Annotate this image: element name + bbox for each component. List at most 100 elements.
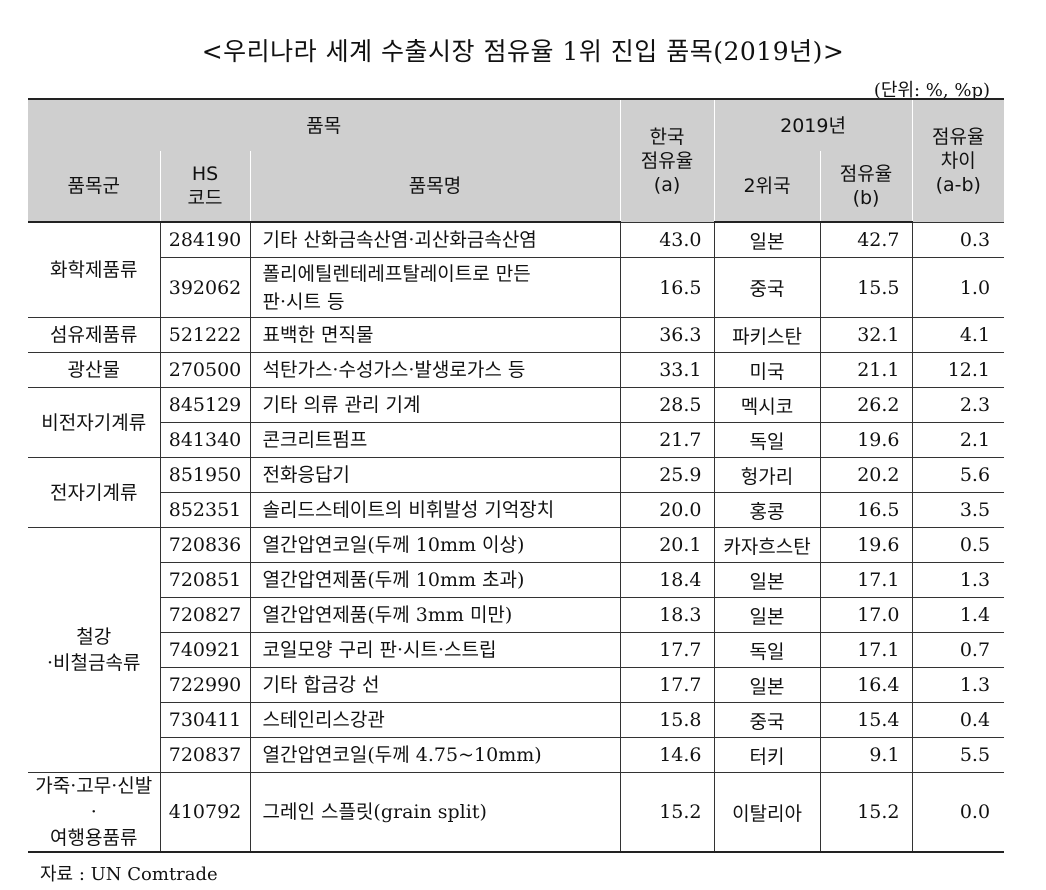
second-country-cell: 카자흐스탄 [714,527,821,563]
header-item: 품목 [28,98,621,151]
hs-code-cell: 740921 [160,632,251,668]
second-share-cell: 19.6 [820,527,913,563]
group-cell: 가죽·고무·신발· 여행용품류 [28,772,161,853]
hs-code-cell: 720836 [160,527,251,563]
group-cell: 광산물 [28,352,161,388]
hs-code-cell: 392062 [160,257,251,318]
share-diff-cell: 1.0 [912,257,1005,318]
item-name-cell: 그레인 스플릿(grain split) [250,772,621,853]
table-row: 720851 열간압연제품(두께 10mm 초과) 18.4 일본 17.1 1… [28,562,1005,598]
item-name-cell: 전화응답기 [250,457,621,493]
korea-share-cell: 20.1 [620,527,715,563]
item-name-cell: 표백한 면직물 [250,317,621,353]
share-diff-cell: 5.5 [912,737,1005,773]
second-country-cell: 파키스탄 [714,317,821,353]
item-name-cell: 기타 의류 관리 기계 [250,387,621,423]
group-cell: 전자기계류 [28,457,161,528]
second-country-cell: 터키 [714,737,821,773]
item-name-cell: 솔리드스테이트의 비휘발성 기억장치 [250,492,621,528]
share-diff-cell: 0.7 [912,632,1005,668]
hs-code-cell: 845129 [160,387,251,423]
table-row: 730411 스테인리스강관 15.8 중국 15.4 0.4 [28,702,1005,738]
second-country-cell: 멕시코 [714,387,821,423]
korea-share-cell: 33.1 [620,352,715,388]
share-diff-cell: 1.3 [912,667,1005,703]
second-share-cell: 17.0 [820,597,913,633]
second-country-cell: 일본 [714,597,821,633]
second-share-cell: 15.2 [820,772,913,853]
second-share-cell: 32.1 [820,317,913,353]
item-name-cell: 열간압연코일(두께 4.75~10mm) [250,737,621,773]
korea-share-cell: 15.8 [620,702,715,738]
second-country-cell: 이탈리아 [714,772,821,853]
item-name-cell: 석탄가스·수성가스·발생로가스 등 [250,352,621,388]
group-cell: 비전자기계류 [28,387,161,458]
header-second-country: 2위국 [713,151,821,223]
header-group: 품목군 [28,151,160,223]
hs-code-cell: 851950 [160,457,251,493]
table-row: 철강 ·비철금속류 720836 열간압연코일(두께 10mm 이상) 20.1 … [28,527,1005,773]
second-country-cell: 독일 [714,422,821,458]
korea-share-cell: 14.6 [620,737,715,773]
hs-code-cell: 521222 [160,317,251,353]
second-share-cell: 15.5 [820,257,913,318]
share-diff-cell: 0.5 [912,527,1005,563]
item-name-cell: 열간압연제품(두께 3mm 미만) [250,597,621,633]
item-name-cell: 콘크리트펌프 [250,422,621,458]
second-country-cell: 홍콩 [714,492,821,528]
group-cell: 철강 ·비철금속류 [28,527,161,773]
second-country-cell: 헝가리 [714,457,821,493]
korea-share-cell: 28.5 [620,387,715,423]
second-share-cell: 20.2 [820,457,913,493]
second-share-cell: 17.1 [820,632,913,668]
share-diff-cell: 3.5 [912,492,1005,528]
table-row: 720837 열간압연코일(두께 4.75~10mm) 14.6 터키 9.1 … [28,737,1005,773]
korea-share-cell: 25.9 [620,457,715,493]
unit-note: (단위: %, %p) [873,80,990,101]
korea-share-cell: 18.4 [620,562,715,598]
header-item-name: 품목명 [249,151,621,223]
table-row: 광산물 270500 석탄가스·수성가스·발생로가스 등 33.1 미국 21.… [28,352,1005,388]
second-country-cell: 중국 [714,257,821,318]
share-diff-cell: 0.4 [912,702,1005,738]
korea-share-cell: 17.7 [620,667,715,703]
second-share-cell: 21.1 [820,352,913,388]
header-hs-code: HS 코드 [159,151,250,223]
source-note: 자료 : UN Comtrade [40,864,218,885]
share-diff-cell: 0.3 [912,221,1005,258]
item-name-cell: 코일모양 구리 판·시트·스트립 [250,632,621,668]
hs-code-cell: 720837 [160,737,251,773]
second-share-cell: 16.5 [820,492,913,528]
hs-code-cell: 720851 [160,562,251,598]
korea-share-cell: 36.3 [620,317,715,353]
item-name-cell: 폴리에틸렌테레프탈레이트로 만든 판·시트 등 [250,257,621,318]
header-year: 2019년 [713,98,913,151]
item-name-cell: 스테인리스강관 [250,702,621,738]
item-name-cell: 기타 산화금속산염·괴산화금속산염 [250,221,621,258]
second-country-cell: 일본 [714,221,821,258]
item-name-cell: 열간압연제품(두께 10mm 초과) [250,562,621,598]
item-name-cell: 기타 합금강 선 [250,667,621,703]
table-title: <우리나라 세계 수출시장 점유율 1위 진입 품목(2019년)> [201,37,845,66]
korea-share-cell: 18.3 [620,597,715,633]
item-name-cell: 열간압연코일(두께 10mm 이상) [250,527,621,563]
korea-share-cell: 16.5 [620,257,715,318]
korea-share-cell: 17.7 [620,632,715,668]
header-korea-share: 한국 점유율 (a) [619,98,715,222]
hs-code-cell: 270500 [160,352,251,388]
table-row: 화학제품류 284190 기타 산화금속산염·괴산화금속산염 43.0 일본 4… [28,221,1005,318]
korea-share-cell: 15.2 [620,772,715,853]
share-diff-cell: 1.4 [912,597,1005,633]
table-row: 비전자기계류 845129 기타 의류 관리 기계 28.5 멕시코 26.2 … [28,387,1005,458]
share-diff-cell: 12.1 [912,352,1005,388]
header-second-share: 점유율 (b) [819,151,913,223]
table-row: 섬유제품류 521222 표백한 면직물 36.3 파키스탄 32.1 4.1 [28,317,1005,353]
korea-share-cell: 43.0 [620,221,715,258]
second-share-cell: 26.2 [820,387,913,423]
table-row: 392062 폴리에틸렌테레프탈레이트로 만든 판·시트 등 16.5 중국 15… [28,257,1005,318]
share-diff-cell: 5.6 [912,457,1005,493]
share-diff-cell: 2.3 [912,387,1005,423]
share-diff-cell: 2.1 [912,422,1005,458]
second-country-cell: 일본 [714,562,821,598]
table-row: 전자기계류 851950 전화응답기 25.9 헝가리 20.2 5.6 [28,457,1005,528]
